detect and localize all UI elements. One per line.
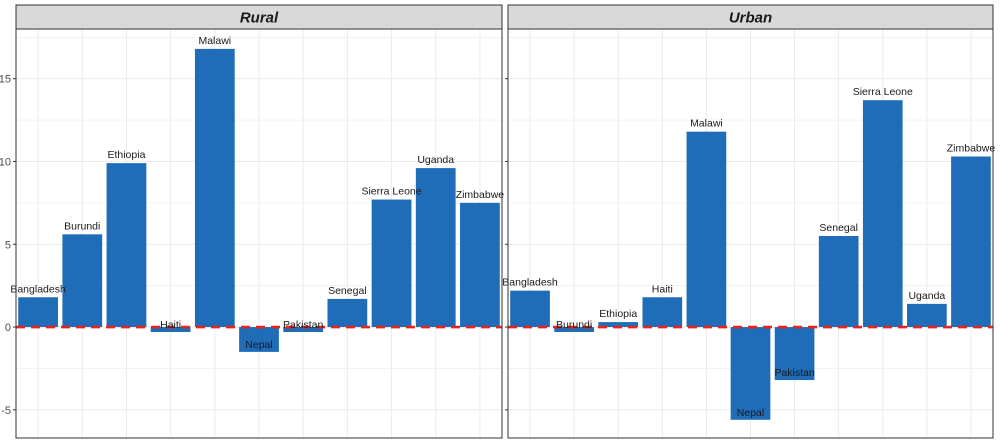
bar-malawi [194,48,235,328]
panel-rural: Bangladesh Burundi Ethiopia Haiti Malawi Nepa… [0,4,505,439]
facet-strip [15,4,503,30]
bar-label: Malawi [690,118,723,130]
bar-bangladesh [18,297,58,328]
y-tick-label: 0 [5,322,11,334]
y-tick-label: 10 [0,156,11,168]
bar-zimbabwe [951,156,991,328]
bar-label: Sierra Leone [853,86,913,98]
bar-malawi [686,131,727,328]
bar-ethiopia [106,163,147,328]
bar-nepal [730,327,771,420]
bar-label: Sierra Leone [361,186,421,198]
bar-label: Zimbabwe [456,189,505,201]
bar-haiti [150,327,191,333]
facet-strip [507,4,994,30]
bar-label: Uganda [417,154,454,166]
bar-label: Zimbabwe [947,143,996,155]
y-tick-label: -5 [1,405,11,417]
bar-ethiopia [598,322,639,328]
bar-label: Haiti [652,283,673,295]
bar-senegal [327,298,368,328]
bar-label: Nepal [245,339,272,351]
bar-burundi [554,327,594,333]
bar-bangladesh [510,290,550,328]
facet-strip-title: Rural [240,10,279,27]
y-tick-label: 5 [5,239,11,251]
bar-senegal [818,235,859,328]
bar-label: Bangladesh [502,277,558,289]
bar-uganda [415,168,456,328]
bar-pakistan [774,327,815,381]
bar-label: Pakistan [774,367,814,379]
bar-label: Pakistan [283,319,323,331]
bar-label: Burundi [556,319,592,331]
bar-label: Malawi [198,35,231,47]
bar-haiti [642,297,683,328]
bar-zimbabwe [460,202,500,328]
bar-uganda [907,303,947,328]
bar-sierra-leone [371,199,412,328]
bar-label: Nepal [737,407,764,419]
bar-label: Ethiopia [107,149,145,161]
bar-label: Bangladesh [10,283,66,295]
bar-label: Haiti [160,319,181,331]
bar-pakistan [283,327,324,333]
facet-strip-title: Urban [729,10,772,27]
bar-burundi [62,234,103,328]
y-tick-label: 15 [0,74,11,86]
bar-label: Senegal [328,285,367,297]
bar-label: Ethiopia [599,308,637,320]
bar-label: Senegal [819,222,858,234]
panel-urban: Bangladesh Burundi Ethiopia Haiti Malawi Nepa… [502,4,996,439]
bar-label: Uganda [908,290,945,302]
bar-label: Burundi [64,220,100,232]
bar-sierra-leone [862,100,903,328]
bar-nepal [239,327,279,352]
